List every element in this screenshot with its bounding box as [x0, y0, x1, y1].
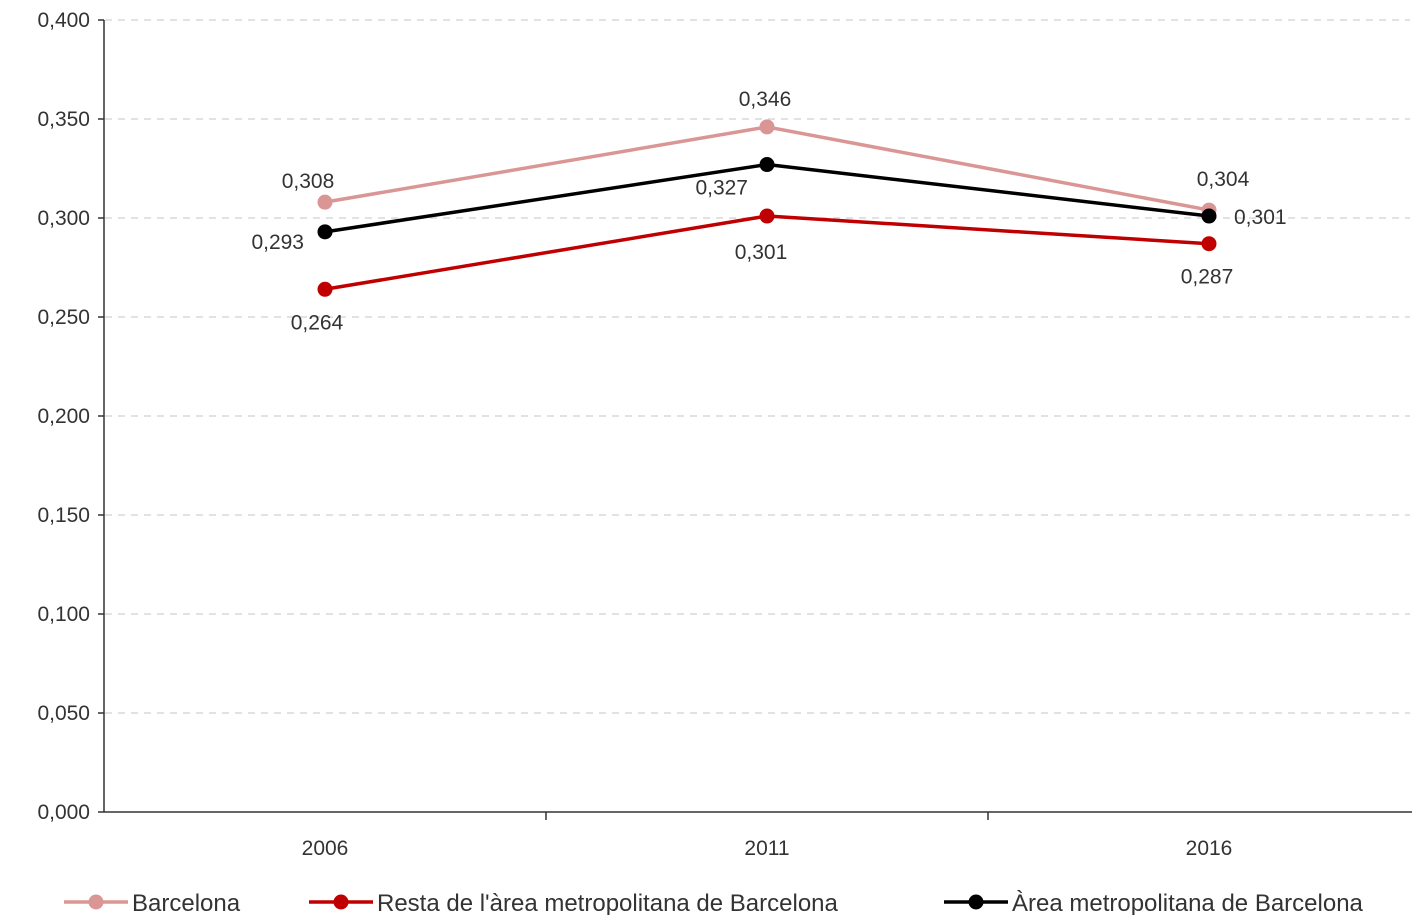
series-lines: [317, 119, 1217, 297]
y-tick-label: 0,250: [37, 306, 90, 329]
data-label-series-0-2016: 0,304: [1197, 168, 1250, 191]
data-label-series-1-2006: 0,264: [291, 311, 344, 334]
data-label-series-1-2011: 0,301: [735, 241, 788, 264]
legend-marker-0: [88, 894, 104, 910]
x-tick-label-2011: 2011: [744, 837, 789, 860]
y-tick-label: 0,200: [37, 405, 90, 428]
x-tick-label-2016: 2016: [1186, 837, 1233, 860]
series-1-point-2006: [317, 281, 333, 297]
series-2-point-2006: [317, 224, 333, 240]
legend-label-2: Àrea metropolitana de Barcelona: [1012, 890, 1364, 915]
data-label-series-2-2016: 0,301: [1234, 206, 1287, 229]
series-0-point-2006: [317, 194, 333, 210]
y-tick-label: 0,150: [37, 504, 90, 527]
legend: Barcelona Resta de l'àrea metropolitana d…: [64, 890, 1364, 915]
y-tick-label: 0,400: [37, 9, 90, 32]
y-tick-label: 0,100: [37, 603, 90, 626]
series-2-point-2011: [759, 157, 775, 173]
series-0-point-2011: [759, 119, 775, 135]
legend-marker-1: [333, 894, 349, 910]
y-tick-label: 0,350: [37, 108, 90, 131]
y-tick-label: 0,050: [37, 702, 90, 725]
legend-label-1: Resta de l'àrea metropolitana de Barcelo…: [377, 890, 839, 915]
axes: 0,000 0,050 0,100 0,150 0,200 0,250 0,300 0,350…: [37, 9, 1412, 860]
series-1-point-2016: [1201, 236, 1217, 252]
series-1-point-2011: [759, 208, 775, 224]
y-tick-label: 0,300: [37, 207, 90, 230]
data-label-series-1-2016: 0,287: [1181, 266, 1234, 289]
data-label-series-0-2011: 0,346: [739, 88, 792, 111]
x-tick-label-2006: 2006: [302, 837, 349, 860]
legend-label-0: Barcelona: [132, 890, 241, 915]
data-label-series-0-2006: 0,308: [282, 170, 335, 193]
legend-marker-2: [968, 894, 984, 910]
data-label-series-2-2011: 0,327: [695, 177, 748, 200]
y-tick-label: 0,000: [37, 801, 90, 824]
data-labels: 0,308 0,346 0,304 0,264 0,301 0,287 0,293 0,327…: [251, 88, 1286, 334]
data-label-series-2-2006: 0,293: [251, 231, 304, 254]
series-2-point-2016: [1201, 208, 1217, 224]
grid-lines: [105, 19, 1410, 714]
